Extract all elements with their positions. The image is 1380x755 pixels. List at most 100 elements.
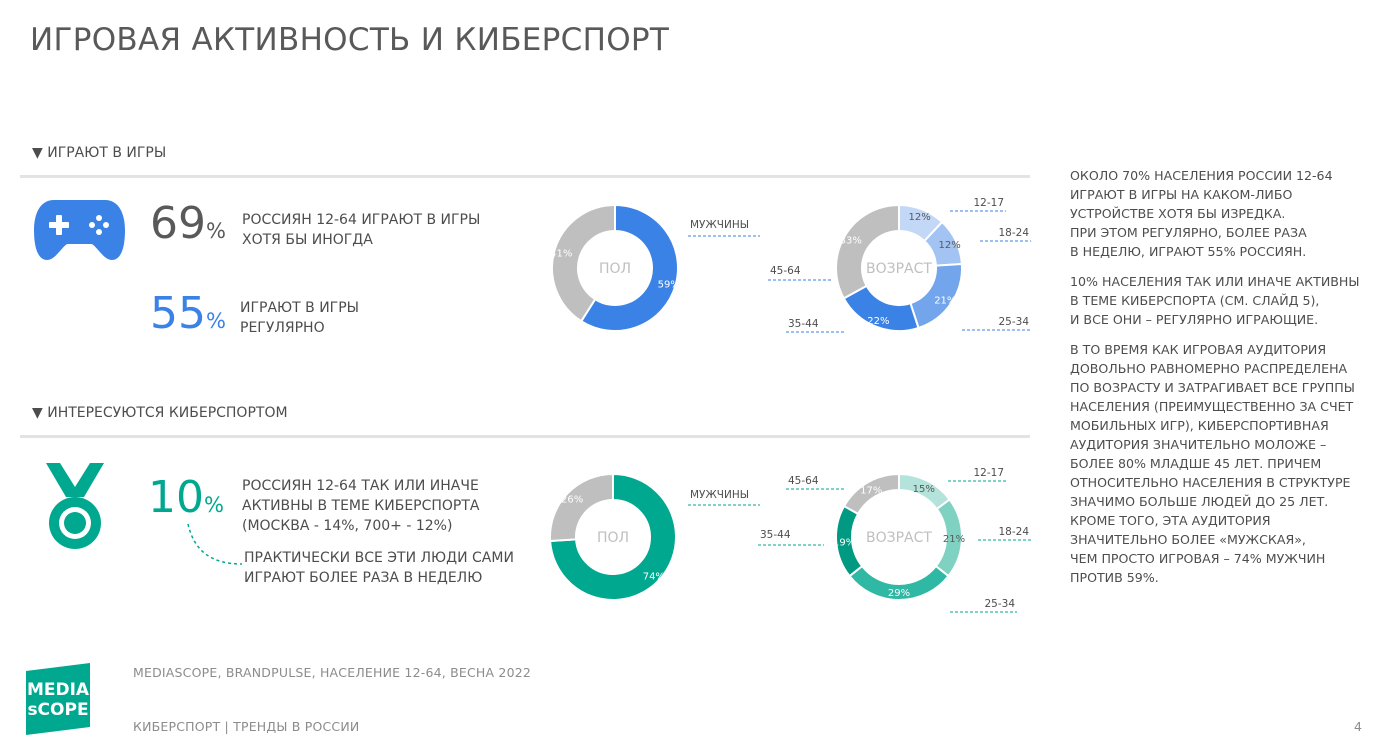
desc-line: РОССИЯН 12-64 ТАК ИЛИ ИНАЧЕ: [242, 478, 479, 494]
slice-value-label: 17%: [860, 486, 882, 497]
slice-category-label: 18-24: [998, 526, 1029, 538]
stat-play-regularly: 55%: [150, 292, 226, 336]
slice-category-label: 35-44: [788, 318, 819, 330]
note-line: ПРАКТИЧЕСКИ ВСЕ ЭТИ ЛЮДИ САМИ: [244, 550, 514, 566]
summary-line: ОТНОСИТЕЛЬНО НАСЕЛЕНИЯ В СТРУКТУРЕ: [1070, 475, 1351, 490]
section-divider: [20, 435, 1030, 438]
gamepad-icon: [32, 196, 127, 268]
section-heading-games: ▼ ИГРАЮТ В ИГРЫ: [32, 145, 167, 161]
gender-donut-gamers: 59% МУЖЧИНЫ 41% ПОЛ: [550, 203, 760, 332]
slice-category-label: МУЖЧИНЫ: [690, 489, 749, 501]
stat-percent-sign: %: [206, 309, 226, 333]
slice-value-label: 74%: [643, 571, 665, 582]
note-line: ИГРАЮТ БОЛЕЕ РАЗА В НЕДЕЛЮ: [244, 570, 483, 586]
slice-category-label: 35-44: [760, 529, 791, 541]
stat-play-sometimes-desc: РОССИЯН 12-64 ИГРАЮТ В ИГРЫ ХОТЯ БЫ ИНОГ…: [242, 210, 480, 250]
slice-value-label: 41%: [550, 248, 572, 259]
slice-value-label: 29%: [888, 588, 910, 599]
section-divider: [20, 175, 1030, 178]
medal-icon: [44, 463, 106, 559]
slice-value-label: 21%: [943, 534, 965, 545]
summary-line: КРОМЕ ТОГО, ЭТА АУДИТОРИЯ: [1070, 513, 1271, 528]
summary-line: В НЕДЕЛЮ, ИГРАЮТ 55% РОССИЯН.: [1070, 244, 1307, 259]
summary-line: ЗНАЧИТЕЛЬНО БОЛЕЕ «МУЖСКАЯ»,: [1070, 532, 1306, 547]
summary-line: ДОВОЛЬНО РАВНОМЕРНО РАСПРЕДЕЛЕНА: [1070, 361, 1348, 376]
donut-slice: [551, 203, 616, 323]
stat-play-sometimes: 69%: [150, 202, 226, 246]
donut-center-label: ПОЛ: [597, 530, 629, 546]
slice-value-label: 59%: [658, 280, 680, 291]
logo-text: MEDIA: [27, 680, 90, 700]
slice-category-label: 18-24: [998, 227, 1029, 239]
mediascope-logo: MEDIA sCOPE: [26, 663, 90, 739]
donut-charts: 59% МУЖЧИНЫ 41% ПОЛ 12% 12-17 12% 18-24 21% 25-3…: [549, 197, 1031, 613]
slice-value-label: 19%: [833, 537, 855, 548]
desc-line: РЕГУЛЯРНО: [240, 320, 325, 336]
gender-donut-esports: 74% МУЖЧИНЫ 26% ПОЛ: [549, 472, 760, 601]
summary-line: ЧЕМ ПРОСТО ИГРОВАЯ – 74% МУЖЧИН: [1070, 551, 1326, 566]
summary-line: УСТРОЙСТВЕ ХОТЯ БЫ ИЗРЕДКА.: [1070, 206, 1286, 221]
stat-esports-active: 10%: [148, 476, 224, 520]
slice-value-label: 12%: [908, 212, 930, 223]
page-number: 4: [1354, 719, 1363, 734]
summary-line: АУДИТОРИЯ ЗНАЧИТЕЛЬНО МОЛОЖЕ –: [1070, 437, 1327, 452]
summary-paragraph-1: ОКОЛО 70% НАСЕЛЕНИЯ РОССИИ 12-64 ИГРАЮТ В…: [1070, 166, 1359, 261]
stat-percent-sign: %: [204, 493, 224, 517]
stat-esports-active-desc: РОССИЯН 12-64 ТАК ИЛИ ИНАЧЕ АКТИВНЫ В ТЕ…: [242, 476, 480, 536]
slice-value-label: 33%: [840, 235, 862, 246]
slice-category-label: 45-64: [788, 475, 819, 487]
donut-slice: [549, 472, 614, 543]
desc-line: ИГРАЮТ В ИГРЫ: [240, 300, 360, 316]
desc-line: РОССИЯН 12-64 ИГРАЮТ В ИГРЫ: [242, 212, 481, 228]
desc-line: АКТИВНЫ В ТЕМЕ КИБЕРСПОРТА: [242, 498, 480, 514]
age-donut-esports: 15% 12-17 21% 18-24 29% 25-34 19% 35-44 17% 45-64…: [758, 467, 1031, 613]
summary-text: ОКОЛО 70% НАСЕЛЕНИЯ РОССИИ 12-64 ИГРАЮТ В…: [1070, 166, 1359, 598]
summary-line: БОЛЕЕ 80% МЛАДШЕ 45 ЛЕТ. ПРИЧЕМ: [1070, 456, 1322, 471]
summary-line: И ВСЕ ОНИ – РЕГУЛЯРНО ИГРАЮЩИЕ.: [1070, 312, 1319, 327]
slice-category-label: МУЖЧИНЫ: [690, 219, 749, 231]
stat-percent-sign: %: [206, 219, 226, 243]
slice-category-label: 12-17: [973, 467, 1004, 479]
stat-play-regularly-desc: ИГРАЮТ В ИГРЫ РЕГУЛЯРНО: [240, 298, 359, 338]
summary-line: НАСЕЛЕНИЯ (ПРЕИМУЩЕСТВЕННО ЗА СЧЕТ: [1070, 399, 1354, 414]
summary-line: ЗНАЧИМО БОЛЬШЕ ЛЮДЕЙ ДО 25 ЛЕТ.: [1070, 494, 1329, 509]
donut-center-label: ВОЗРАСТ: [866, 530, 932, 546]
breadcrumb: КИБЕРСПОРТ | ТРЕНДЫ В РОССИИ: [133, 719, 360, 734]
slice-category-label: 45-64: [770, 265, 801, 277]
donut-slice: [842, 472, 900, 516]
donut-slice: [579, 203, 679, 332]
slice-value-label: 12%: [939, 240, 961, 251]
summary-line: МОБИЛЬНЫХ ИГР), КИБЕРСПОРТИВНАЯ: [1070, 418, 1329, 433]
summary-line: ИГРАЮТ В ИГРЫ НА КАКОМ-ЛИБО: [1070, 187, 1293, 202]
logo-text: sCOPE: [27, 700, 88, 720]
stat-value: 55: [150, 288, 206, 339]
summary-line: ПО ВОЗРАСТУ И ЗАТРАГИВАЕТ ВСЕ ГРУППЫ: [1070, 380, 1355, 395]
summary-line: ПРОТИВ 59%.: [1070, 570, 1159, 585]
desc-line: ХОТЯ БЫ ИНОГДА: [242, 232, 373, 248]
slice-value-label: 26%: [561, 495, 583, 506]
desc-line: (МОСКВА - 14%, 700+ - 12%): [242, 518, 453, 534]
donut-center-label: ПОЛ: [599, 261, 631, 277]
donut-slice: [549, 472, 677, 601]
esports-note: ПРАКТИЧЕСКИ ВСЕ ЭТИ ЛЮДИ САМИ ИГРАЮТ БОЛ…: [244, 548, 514, 588]
slice-category-label: 12-17: [973, 197, 1004, 209]
summary-paragraph-2: 10% НАСЕЛЕНИЯ ТАК ИЛИ ИНАЧЕ АКТИВНЫ В ТЕМ…: [1070, 272, 1359, 329]
slice-value-label: 21%: [934, 295, 956, 306]
slice-category-label: 25-34: [984, 598, 1015, 610]
source-note: MEDIASCOPE, BRANDPULSE, НАСЕЛЕНИЕ 12-64,…: [133, 665, 532, 680]
stat-value: 69: [150, 198, 206, 249]
summary-line: В ТЕМЕ КИБЕРСПОРТА (СМ. СЛАЙД 5),: [1070, 293, 1320, 308]
age-donut-gamers: 12% 12-17 12% 18-24 21% 25-34 22% 35-44 33% 45-64…: [768, 197, 1031, 333]
note-connector: [187, 523, 243, 565]
summary-line: ПРИ ЭТОМ РЕГУЛЯРНО, БОЛЕЕ РАЗА: [1070, 225, 1307, 240]
slice-value-label: 15%: [913, 484, 935, 495]
summary-line: В ТО ВРЕМЯ КАК ИГРОВАЯ АУДИТОРИЯ: [1070, 342, 1327, 357]
summary-paragraph-3: В ТО ВРЕМЯ КАК ИГРОВАЯ АУДИТОРИЯ ДОВОЛЬНО…: [1070, 340, 1359, 587]
slice-category-label: 25-34: [998, 316, 1029, 328]
summary-line: ОКОЛО 70% НАСЕЛЕНИЯ РОССИИ 12-64: [1070, 168, 1333, 183]
slice-value-label: 22%: [867, 316, 889, 327]
donut-slice: [835, 203, 900, 300]
section-heading-esports: ▼ ИНТЕРЕСУЮТСЯ КИБЕРСПОРТОМ: [32, 405, 288, 421]
donut-center-label: ВОЗРАСТ: [866, 261, 932, 277]
summary-line: 10% НАСЕЛЕНИЯ ТАК ИЛИ ИНАЧЕ АКТИВНЫ: [1070, 274, 1360, 289]
